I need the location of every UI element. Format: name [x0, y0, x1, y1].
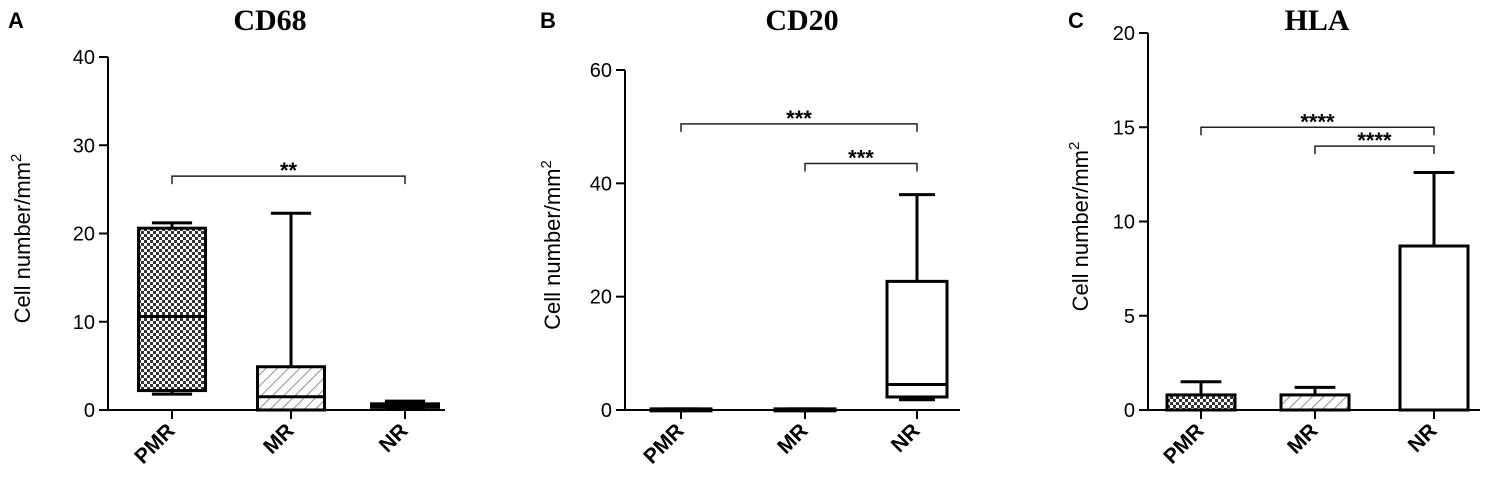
bracket-line [804, 162, 918, 172]
box-body [1279, 393, 1351, 412]
panel-title: HLA [1284, 4, 1349, 37]
box-pmr [137, 221, 207, 396]
y-tick-label: 0 [84, 400, 95, 422]
bracket-line [171, 175, 406, 185]
box-body [1165, 393, 1237, 412]
y-tick-label: 60 [590, 60, 612, 82]
y-axis-label: Cell number/mm2 [8, 154, 35, 324]
bracket-line [1200, 126, 1435, 136]
x-tick-label: MR [773, 419, 812, 458]
significance-bracket: **** [1314, 128, 1435, 155]
panel-letter: A [8, 8, 24, 33]
panel-c: C HLA Cell number/mm2 0 5 10 15 20 PMR MR NR **** **… [1066, 4, 1480, 469]
y-tick-label: 40 [73, 47, 95, 69]
significance-bracket: **** [1200, 109, 1435, 136]
panel-letter: B [540, 8, 556, 33]
panel-title: CD20 [765, 4, 838, 37]
panel-letter: C [1068, 8, 1084, 33]
panel-title: CD68 [233, 4, 306, 37]
y-tick-label: 40 [590, 173, 612, 195]
significance-label: *** [786, 106, 812, 131]
box-nr [885, 193, 949, 402]
y-tick-label: 0 [601, 400, 612, 422]
x-tick-label: NR [1404, 419, 1442, 457]
box-body [137, 226, 207, 393]
y-axis-label: Cell number/mm2 [538, 160, 565, 330]
significance-label: ** [280, 158, 298, 183]
y-tick-label: 10 [1113, 212, 1135, 234]
x-tick-label: PMR [130, 419, 179, 468]
x-tick-label: NR [375, 419, 413, 457]
significance-label: *** [848, 146, 874, 171]
bracket-line [680, 123, 918, 132]
y-tick-label: 0 [1124, 400, 1135, 422]
y-axis-label: Cell number/mm2 [1066, 142, 1093, 312]
x-tick-label: MR [259, 419, 298, 458]
box-body [256, 365, 326, 412]
box-body [1398, 244, 1470, 412]
y-tick-label: 15 [1113, 117, 1135, 139]
y-tick-label: 10 [73, 312, 95, 334]
box-mr [773, 407, 837, 413]
y-tick-label: 30 [73, 135, 95, 157]
x-tick-label: PMR [1159, 419, 1208, 468]
y-tick-label: 20 [590, 287, 612, 309]
significance-bracket: *** [804, 146, 918, 172]
significance-bracket: *** [680, 106, 918, 132]
x-tick-label: MR [1283, 419, 1322, 458]
box-pmr [1165, 380, 1237, 412]
x-tick-label: PMR [639, 419, 688, 468]
significance-label: **** [1357, 128, 1392, 153]
x-tick-label: NR [887, 419, 925, 457]
box-body [885, 279, 949, 399]
box-mr [1279, 385, 1351, 412]
box-pmr [649, 407, 713, 413]
bracket-line [1314, 145, 1435, 155]
box-nr [370, 399, 440, 410]
box-mr [256, 211, 326, 412]
panel-a: A CD68 Cell number/mm2 0 10 20 30 40 PMR MR NR ** [8, 4, 445, 469]
y-tick-label: 20 [1113, 23, 1135, 45]
y-tick-label: 5 [1124, 306, 1135, 328]
panel-b: B CD20 Cell number/mm2 0 20 40 60 PMR MR NR *** *** [538, 4, 960, 469]
significance-bracket: ** [171, 158, 406, 185]
significance-label: **** [1300, 109, 1335, 134]
box-nr [1398, 170, 1470, 412]
y-tick-label: 20 [73, 224, 95, 246]
